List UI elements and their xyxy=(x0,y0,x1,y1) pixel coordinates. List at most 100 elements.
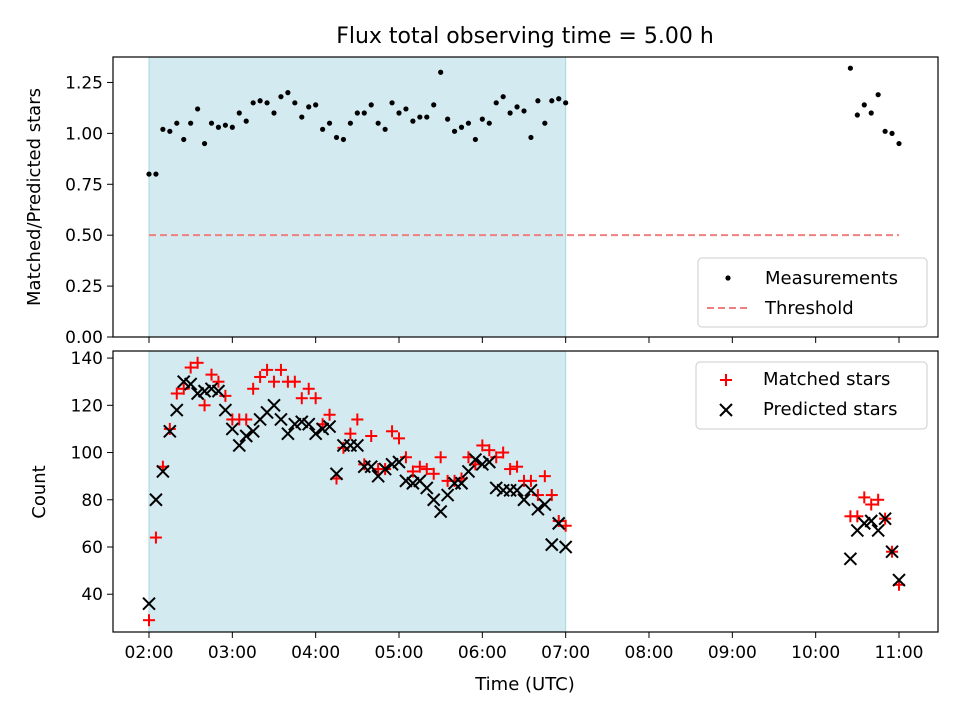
measurement-point xyxy=(368,102,374,108)
measurement-point xyxy=(875,92,881,98)
predicted-star-stroke-b xyxy=(302,417,316,431)
measurement-point xyxy=(417,114,423,120)
predicted-star-stroke-b xyxy=(864,514,878,528)
predicted-star-point xyxy=(170,403,184,417)
predicted-star-point xyxy=(225,422,240,436)
predicted-star-stroke-b xyxy=(156,464,170,479)
top-measurement-points xyxy=(146,65,902,177)
top-ylabel: Matched/Predicted stars xyxy=(24,88,45,306)
predicted-star-point xyxy=(329,467,344,481)
bottom-xtick-label: 10:00 xyxy=(791,643,840,663)
predicted-star-stroke-b xyxy=(468,452,483,467)
measurement-point xyxy=(236,110,242,116)
top-ticks: 0.00 0.25 0.50 0.75 1.00 1.25 xyxy=(65,73,900,348)
predicted-star-stroke-b xyxy=(364,459,378,474)
measurement-point xyxy=(521,108,527,114)
predicted-star-point xyxy=(183,377,198,391)
matched-star-point xyxy=(149,531,162,544)
predicted-star-stroke-b xyxy=(552,516,566,531)
matched-star-point xyxy=(365,430,378,443)
matched-star-point xyxy=(393,432,405,445)
predicted-star-point xyxy=(302,417,316,431)
bottom-xtick-label: 02:00 xyxy=(125,643,174,663)
predicted-star-stroke-b xyxy=(871,523,885,538)
matched-star-point xyxy=(524,474,537,487)
predicted-star-point xyxy=(440,488,455,502)
predicted-star-stroke-b xyxy=(489,481,503,495)
matched-star-point xyxy=(309,392,322,405)
measurement-point xyxy=(438,69,444,75)
measurement-point xyxy=(389,100,395,106)
bottom-xlabel: Time (UTC) xyxy=(474,674,575,695)
predicted-star-stroke-b xyxy=(878,511,892,526)
matched-star-point xyxy=(476,439,489,452)
bottom-xtick-label: 04:00 xyxy=(291,643,340,663)
measurement-point xyxy=(292,100,298,106)
matched-star-point xyxy=(184,361,197,374)
predicted-star-stroke-b xyxy=(427,493,441,507)
matched-star-point xyxy=(143,614,155,627)
legend-measurements-marker xyxy=(725,275,731,281)
predicted-star-point xyxy=(878,511,892,526)
predicted-star-stroke-b xyxy=(308,426,323,441)
matched-star-point xyxy=(205,368,218,381)
matched-star-point xyxy=(170,387,183,400)
measurement-point xyxy=(278,94,284,100)
predicted-star-point xyxy=(558,540,573,554)
bottom-xtick-label: 07:00 xyxy=(541,643,590,663)
measurement-point xyxy=(486,120,492,126)
matched-star-point xyxy=(483,444,496,457)
predicted-star-point xyxy=(267,398,281,413)
measurement-point xyxy=(500,94,506,100)
measurement-point xyxy=(160,126,166,132)
legend-matched-marker xyxy=(720,374,732,386)
bottom-ytick-label: 60 xyxy=(81,538,103,558)
predicted-star-stroke-b xyxy=(420,481,434,495)
legend-threshold-label: Threshold xyxy=(764,298,854,319)
measurement-point xyxy=(243,118,249,124)
legend-matched-label: Matched stars xyxy=(763,369,890,390)
measurement-point xyxy=(229,124,235,130)
predicted-star-point xyxy=(142,596,156,611)
measurement-point xyxy=(201,140,208,147)
measurement-point xyxy=(403,106,409,112)
bottom-ylabel: Count xyxy=(29,465,50,518)
predicted-star-stroke-b xyxy=(399,474,413,488)
matched-star-point xyxy=(865,498,878,511)
predicted-star-point xyxy=(524,483,538,498)
predicted-star-point xyxy=(892,573,906,587)
predicted-star-stroke-b xyxy=(295,415,309,429)
matched-star-point xyxy=(497,446,510,459)
bottom-legend: Matched stars Predicted stars xyxy=(695,361,928,430)
predicted-star-stroke-b xyxy=(142,596,156,611)
measurement-point xyxy=(340,136,347,143)
predicted-star-point xyxy=(552,516,566,531)
matched-star-point xyxy=(302,382,315,395)
chart-title: Flux total observing time = 5.00 h xyxy=(336,24,714,49)
predicted-star-point xyxy=(350,438,365,453)
measurement-point xyxy=(271,110,277,116)
measurement-point xyxy=(146,171,152,177)
measurement-point xyxy=(889,130,895,136)
predicted-star-stroke-b xyxy=(378,462,392,476)
matched-star-point xyxy=(406,465,419,478)
predicted-star-point xyxy=(274,412,288,427)
predicted-star-stroke-b xyxy=(392,455,406,469)
measurement-point xyxy=(861,102,867,108)
measurement-point xyxy=(458,124,465,130)
bottom-panel: 40 60 80 100 120 140 02:00 03:00 04:00 05:00 06:00… xyxy=(29,349,939,695)
predicted-star-point xyxy=(322,419,337,434)
top-ytick-label: 0.25 xyxy=(65,277,103,297)
matched-star-point xyxy=(268,375,280,388)
measurement-point xyxy=(375,120,381,126)
top-ytick-label: 1.00 xyxy=(65,124,103,144)
legend-predicted-label: Predicted stars xyxy=(763,399,897,420)
matched-star-point xyxy=(240,413,253,426)
matched-star-point xyxy=(163,422,176,435)
predicted-star-point xyxy=(517,493,531,507)
predicted-star-stroke-b xyxy=(246,424,260,438)
measurement-point xyxy=(445,116,451,122)
bottom-xtick-label: 06:00 xyxy=(458,643,507,663)
top-ytick-label: 0.75 xyxy=(65,175,103,195)
